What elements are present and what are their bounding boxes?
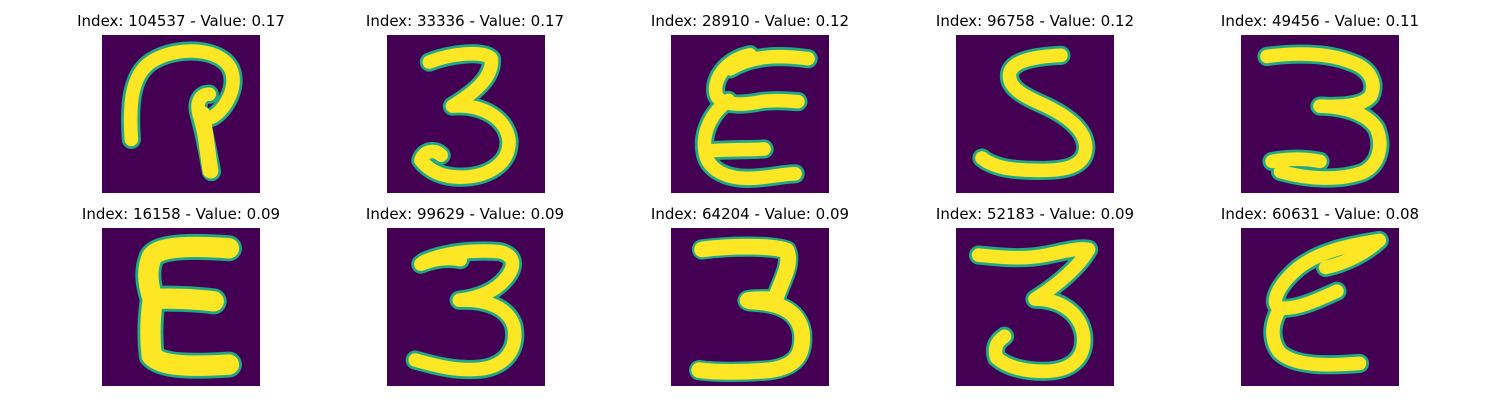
digit-image-7 (387, 228, 545, 386)
panel-title-9: Index: 52183 - Value: 0.09 (935, 205, 1135, 223)
handwritten-epsilon-glyph (1241, 228, 1399, 386)
panel-title-4: Index: 96758 - Value: 0.12 (935, 12, 1135, 30)
handwritten-3-glyph (956, 228, 1114, 386)
handwritten-3-glyph (671, 228, 829, 386)
panel-title-3: Index: 28910 - Value: 0.12 (650, 12, 850, 30)
digit-image-10 (1241, 228, 1399, 386)
handwritten-epsilon-glyph (102, 228, 260, 386)
digit-image-3 (671, 35, 829, 193)
digit-image-4 (956, 35, 1114, 193)
panel-title-7: Index: 99629 - Value: 0.09 (365, 205, 565, 223)
digit-image-6 (102, 228, 260, 386)
panel-title-10: Index: 60631 - Value: 0.08 (1220, 205, 1420, 223)
panel-title-6: Index: 16158 - Value: 0.09 (81, 205, 281, 223)
digit-image-2 (387, 35, 545, 193)
panel-title-5: Index: 49456 - Value: 0.11 (1220, 12, 1420, 30)
handwritten-3-glyph (387, 228, 545, 386)
handwritten-epsilon-glyph (671, 35, 829, 193)
panel-title-2: Index: 33336 - Value: 0.17 (365, 12, 565, 30)
digit-image-8 (671, 228, 829, 386)
digit-image-1 (102, 35, 260, 193)
panel-title-8: Index: 64204 - Value: 0.09 (650, 205, 850, 223)
handwritten-3-glyph (1241, 35, 1399, 193)
digit-image-5 (1241, 35, 1399, 193)
panel-title-1: Index: 104537 - Value: 0.17 (77, 12, 285, 30)
handwritten-5-glyph (956, 35, 1114, 193)
digit-image-9 (956, 228, 1114, 386)
handwritten-2-like-glyph (102, 35, 260, 193)
handwritten-3-glyph (387, 35, 545, 193)
